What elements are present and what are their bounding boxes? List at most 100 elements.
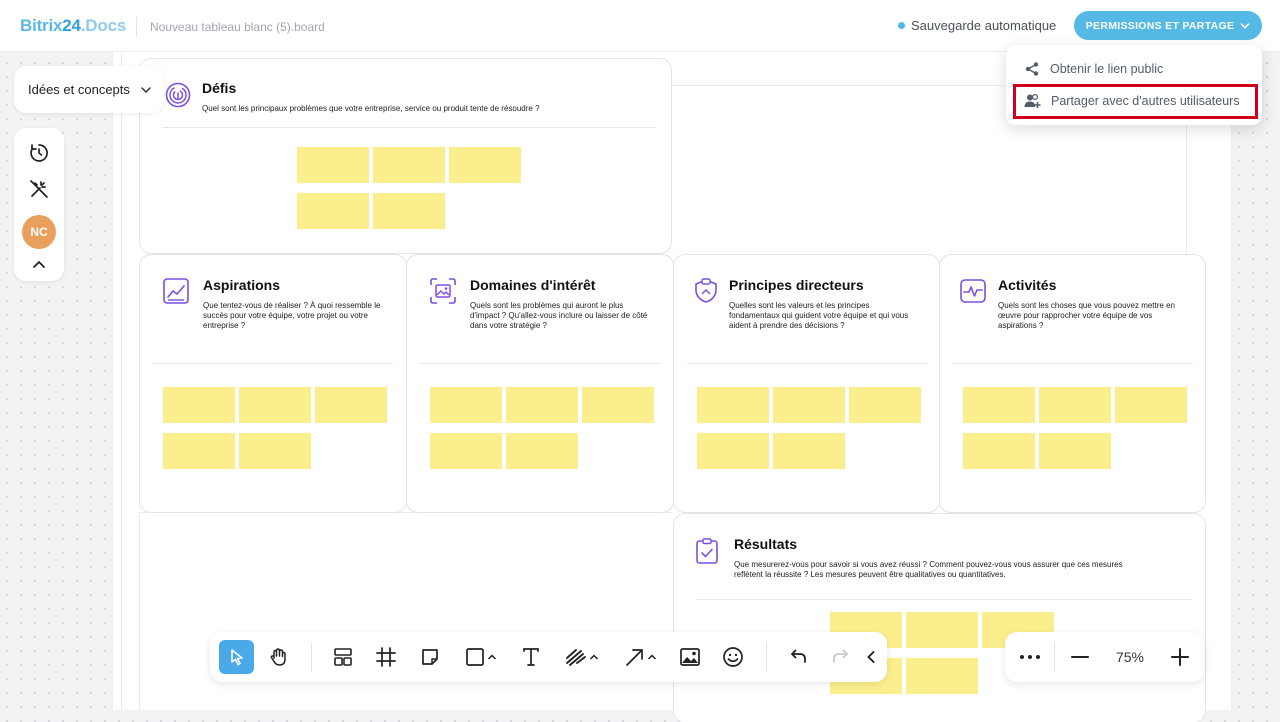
toolbar-divider [311, 642, 312, 672]
card-divider [420, 363, 660, 364]
logo-text-bitrix: Bitrix [20, 16, 63, 35]
laser-pointer-off-icon[interactable] [27, 177, 51, 201]
layout-icon [334, 648, 352, 666]
menu-item-label: Obtenir le lien public [1050, 62, 1164, 76]
smiley-icon [723, 647, 743, 667]
menu-item-public-link[interactable]: Obtenir le lien public [1006, 54, 1262, 84]
sticky-note[interactable] [430, 433, 502, 469]
logo-text-docs: .Docs [80, 16, 127, 35]
layout-tool-button[interactable] [328, 640, 358, 674]
card-title: Défis [202, 80, 237, 96]
card-activites[interactable]: Activités Quels sont les choses que vous… [939, 254, 1206, 513]
sticky-note-icon [422, 649, 438, 665]
card-description: Quels sont les problèmes qui auront le p… [470, 301, 648, 330]
card-title: Domaines d'intérêt [470, 277, 596, 293]
frame-tool-button[interactable] [371, 640, 401, 674]
card-title: Résultats [734, 536, 798, 552]
sticky-note[interactable] [297, 147, 369, 183]
card-description: Que tentez-vous de réaliser ? À quoi res… [203, 301, 381, 330]
chevron-up-icon [589, 654, 599, 660]
board-template-selector[interactable]: Idées et concepts [14, 66, 164, 113]
image-tool-button[interactable] [675, 640, 705, 674]
card-divider [687, 363, 927, 364]
sticky-note[interactable] [163, 433, 235, 469]
collapse-toolbar-button[interactable] [862, 640, 880, 674]
logo-text-24: 24 [62, 16, 81, 35]
sticky-note[interactable] [697, 433, 769, 469]
arrow-tool-button[interactable] [620, 640, 662, 674]
chevron-up-icon[interactable] [27, 253, 51, 277]
hand-icon [270, 648, 286, 666]
sticky-note[interactable] [697, 387, 769, 423]
card-description: Quel sont les principaux problèmes que v… [202, 104, 540, 113]
chevron-down-icon [1240, 22, 1250, 29]
undo-button[interactable] [783, 640, 813, 674]
toolbar-divider [766, 642, 767, 672]
sticky-note[interactable] [1039, 387, 1111, 423]
sticky-note[interactable] [239, 387, 311, 423]
card-title: Activités [998, 277, 1057, 293]
frame-icon [376, 647, 396, 667]
board-template-label: Idées et concepts [28, 82, 130, 97]
sticky-note[interactable] [163, 387, 235, 423]
text-tool-button[interactable] [516, 640, 546, 674]
autosave-dot-icon [898, 22, 905, 29]
sticky-note[interactable] [906, 658, 978, 694]
activity-icon [960, 279, 986, 303]
select-tool-button[interactable] [219, 640, 254, 674]
app-logo[interactable]: Bitrix24.Docs [20, 16, 126, 36]
user-avatar[interactable]: NC [22, 215, 56, 249]
more-options-button[interactable] [1015, 640, 1045, 674]
emoji-tool-button[interactable] [718, 640, 748, 674]
shield-icon [695, 278, 717, 303]
card-principes[interactable]: Principes directeurs Quelles sont les va… [673, 254, 940, 513]
minus-icon [1071, 656, 1089, 658]
card-resultats[interactable]: Résultats Que mesurerez-vous pour savoir… [673, 513, 1206, 722]
sticky-note[interactable] [582, 387, 654, 423]
sticky-note[interactable] [373, 193, 445, 229]
scribble-icon [566, 649, 586, 666]
arrow-icon [626, 649, 643, 666]
sticky-note[interactable] [906, 612, 978, 648]
redo-button[interactable] [826, 640, 856, 674]
sticky-note[interactable] [1039, 433, 1111, 469]
shape-tool-button[interactable] [460, 640, 502, 674]
zoom-level[interactable]: 75% [1115, 649, 1145, 665]
sticky-note[interactable] [849, 387, 921, 423]
zoom-in-button[interactable] [1165, 640, 1195, 674]
permissions-share-button[interactable]: PERMISSIONS ET PARTAGE [1074, 11, 1262, 40]
sticky-note[interactable] [773, 433, 845, 469]
sticky-note[interactable] [506, 433, 578, 469]
header-divider [136, 17, 137, 37]
menu-item-share-users[interactable]: Partager avec d'autres utilisateurs [1006, 86, 1262, 116]
sticky-note[interactable] [963, 433, 1035, 469]
document-name[interactable]: Nouveau tableau blanc (5).board [150, 20, 325, 34]
share-icon [1025, 62, 1039, 76]
zoom-out-button[interactable] [1065, 640, 1095, 674]
card-domaines[interactable]: Domaines d'intérêt Quels sont les problè… [406, 254, 674, 513]
zoom-controls: 75% [1005, 632, 1204, 682]
card-defis[interactable]: Défis Quel sont les principaux problèmes… [139, 58, 672, 254]
sticky-note[interactable] [430, 387, 502, 423]
card-description: Quels sont les choses que vous pouvez me… [998, 301, 1175, 330]
add-users-icon [1024, 93, 1041, 108]
card-divider [153, 363, 393, 364]
sticky-note[interactable] [963, 387, 1035, 423]
timer-icon[interactable] [27, 141, 51, 165]
sticky-note[interactable] [1115, 387, 1187, 423]
card-aspirations[interactable]: Aspirations Que tentez-vous de réaliser … [139, 254, 407, 513]
sticky-note[interactable] [373, 147, 445, 183]
card-divider [953, 363, 1193, 364]
whiteboard-canvas[interactable]: Défis Quel sont les principaux problèmes… [112, 52, 1232, 722]
card-title: Principes directeurs [729, 277, 864, 293]
sticky-note[interactable] [239, 433, 311, 469]
card-divider [697, 599, 1191, 600]
hand-tool-button[interactable] [262, 640, 296, 674]
pen-tool-button[interactable] [560, 640, 604, 674]
sticky-note[interactable] [506, 387, 578, 423]
sticky-note[interactable] [297, 193, 369, 229]
sticky-note[interactable] [773, 387, 845, 423]
sticky-note[interactable] [449, 147, 521, 183]
sticky-note-tool-button[interactable] [415, 640, 445, 674]
sticky-note[interactable] [315, 387, 387, 423]
